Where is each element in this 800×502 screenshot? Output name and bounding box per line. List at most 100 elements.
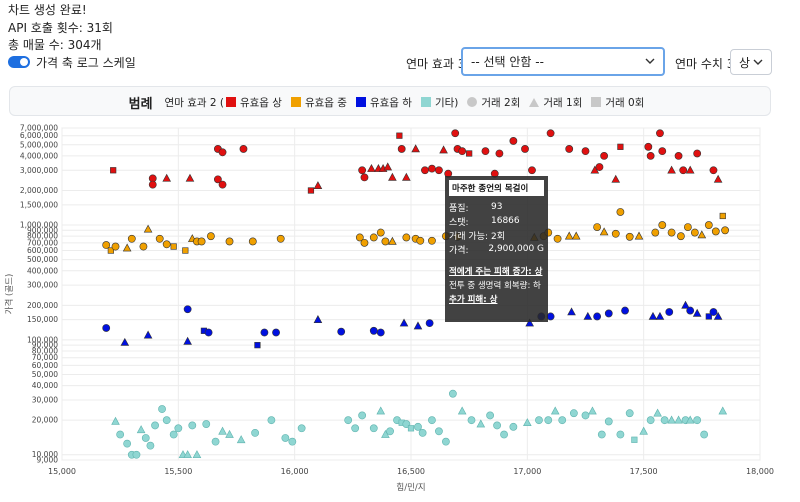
data-point-triangle [476,419,486,428]
data-point-triangle [383,162,393,171]
data-point-circle [693,149,702,158]
data-point-triangle [399,318,409,327]
data-point-triangle [439,145,448,154]
data-point-circle [611,229,620,238]
data-point-circle [569,409,578,418]
data-point-triangle [567,307,576,316]
data-point-circle [544,416,553,425]
data-point-circle [276,234,285,243]
data-point-square [170,243,177,250]
data-point-circle [593,312,602,321]
data-point-circle [700,430,709,439]
data-point-triangle [185,173,195,182]
data-point-circle [123,439,132,448]
data-point-circle [381,237,390,246]
data-point-square [396,132,403,139]
data-point-triangle [685,165,695,174]
data-point-circle [546,312,555,321]
data-point-circle [558,416,567,425]
data-point-triangle [313,315,323,323]
data-point-circle [704,221,713,229]
chevron-down-icon [645,58,655,64]
data-point-circle [239,145,248,153]
data-point-circle [207,232,215,241]
legend-swatch-low [355,97,366,107]
point-tooltip: 마주한 종언의 목걸이 품질: 93 스탯: 16866 거래 가능: 2회 가격: 2… [445,176,548,322]
data-point-circle [600,152,609,160]
data-point-triangle [564,231,574,240]
legend-content: 범례 연마 효과 2 ( 유효옵 상 유효옵 중 유효옵 하 기타) 거래 2회… [129,87,654,117]
data-point-circle [183,305,192,314]
y-tick-label: 600,000 [27,246,58,255]
y-tick-label: 7,000,000 [20,124,58,133]
data-point-circle [360,173,369,182]
y-tick-label: 20,000 [32,416,58,425]
legend-group-label: 연마 효과 2 ( [164,96,224,109]
data-point-triangle [122,243,132,252]
x-tick-label: 15,500 [164,467,192,476]
data-point-triangle [143,330,153,339]
y-tick-label: 150,000 [27,315,58,324]
data-point-circle [111,242,120,251]
data-point-circle [467,416,476,425]
data-point-square [107,247,114,254]
data-point-circle [646,152,655,160]
y-tick-label: 800,000 [27,232,58,241]
data-point-circle [418,428,427,437]
data-point-triangle [523,418,532,427]
data-point-triangle [588,406,597,415]
data-point-circle [132,450,141,459]
data-point-triangle [192,450,202,459]
data-point-triangle [685,415,695,424]
data-point-circle [651,228,660,237]
y-axis-label: 가격 (골드) [4,274,15,315]
data-point-triangle [388,172,397,181]
y-tick-label: 1,000,000 [20,221,58,230]
log-scale-toggle-row[interactable]: 가격 축 로그 스케일 [8,54,136,70]
y-tick-label: 3,000,000 [20,166,58,175]
data-point-circle [358,166,367,175]
x-tick-label: 17,500 [630,467,658,476]
tooltip-option-1: 적에게 주는 피해 증가: 상 [449,267,543,277]
x-tick-label: 15,000 [48,467,76,476]
x-tick-label: 16,500 [397,467,425,476]
data-point-circle [337,327,346,336]
data-point-circle [162,416,171,425]
data-point-circle [535,416,543,425]
data-point-circle [162,240,171,249]
data-point-circle [281,434,290,442]
legend-title: 범례 [128,96,153,112]
data-point-circle [683,223,692,231]
data-point-circle [665,308,674,316]
legend-panel: 범례 연마 효과 2 ( 유효옵 상 유효옵 중 유효옵 하 기타) 거래 2회… [9,86,771,116]
data-point-triangle [376,406,386,415]
y-tick-label: 500,000 [27,255,58,264]
data-point-circle [267,416,276,425]
tooltip-row-stat: 스탯: 16866 [449,216,520,228]
data-point-circle [146,441,155,450]
status-total-listings: 총 매물 수: 304개 [8,38,102,52]
effect3-select[interactable]: -- 선택 안함 -- [461,47,665,76]
data-point-circle [521,145,529,153]
legend-item-trade2: 거래 2회 [467,95,520,110]
y-tick-label: 400,000 [27,266,58,275]
data-point-triangle [367,163,376,172]
level3-select-value: 상 [739,55,751,70]
data-point-circle [581,411,590,420]
data-point-triangle [550,406,560,415]
data-point-triangle [718,406,728,415]
data-point-circle [369,424,378,433]
y-tick-label: 300,000 [27,281,58,290]
data-point-triangle [653,408,662,417]
legend-swatch-other [420,97,431,107]
log-scale-toggle[interactable] [8,56,30,68]
data-point-circle [693,416,702,425]
data-point-circle [358,411,367,420]
data-point-circle [344,416,353,425]
level3-select[interactable]: 상 [730,49,772,75]
x-tick-label: 18,000 [746,467,774,476]
data-point-triangle [681,300,690,309]
data-point-circle [711,227,720,236]
data-point-circle [621,306,629,315]
